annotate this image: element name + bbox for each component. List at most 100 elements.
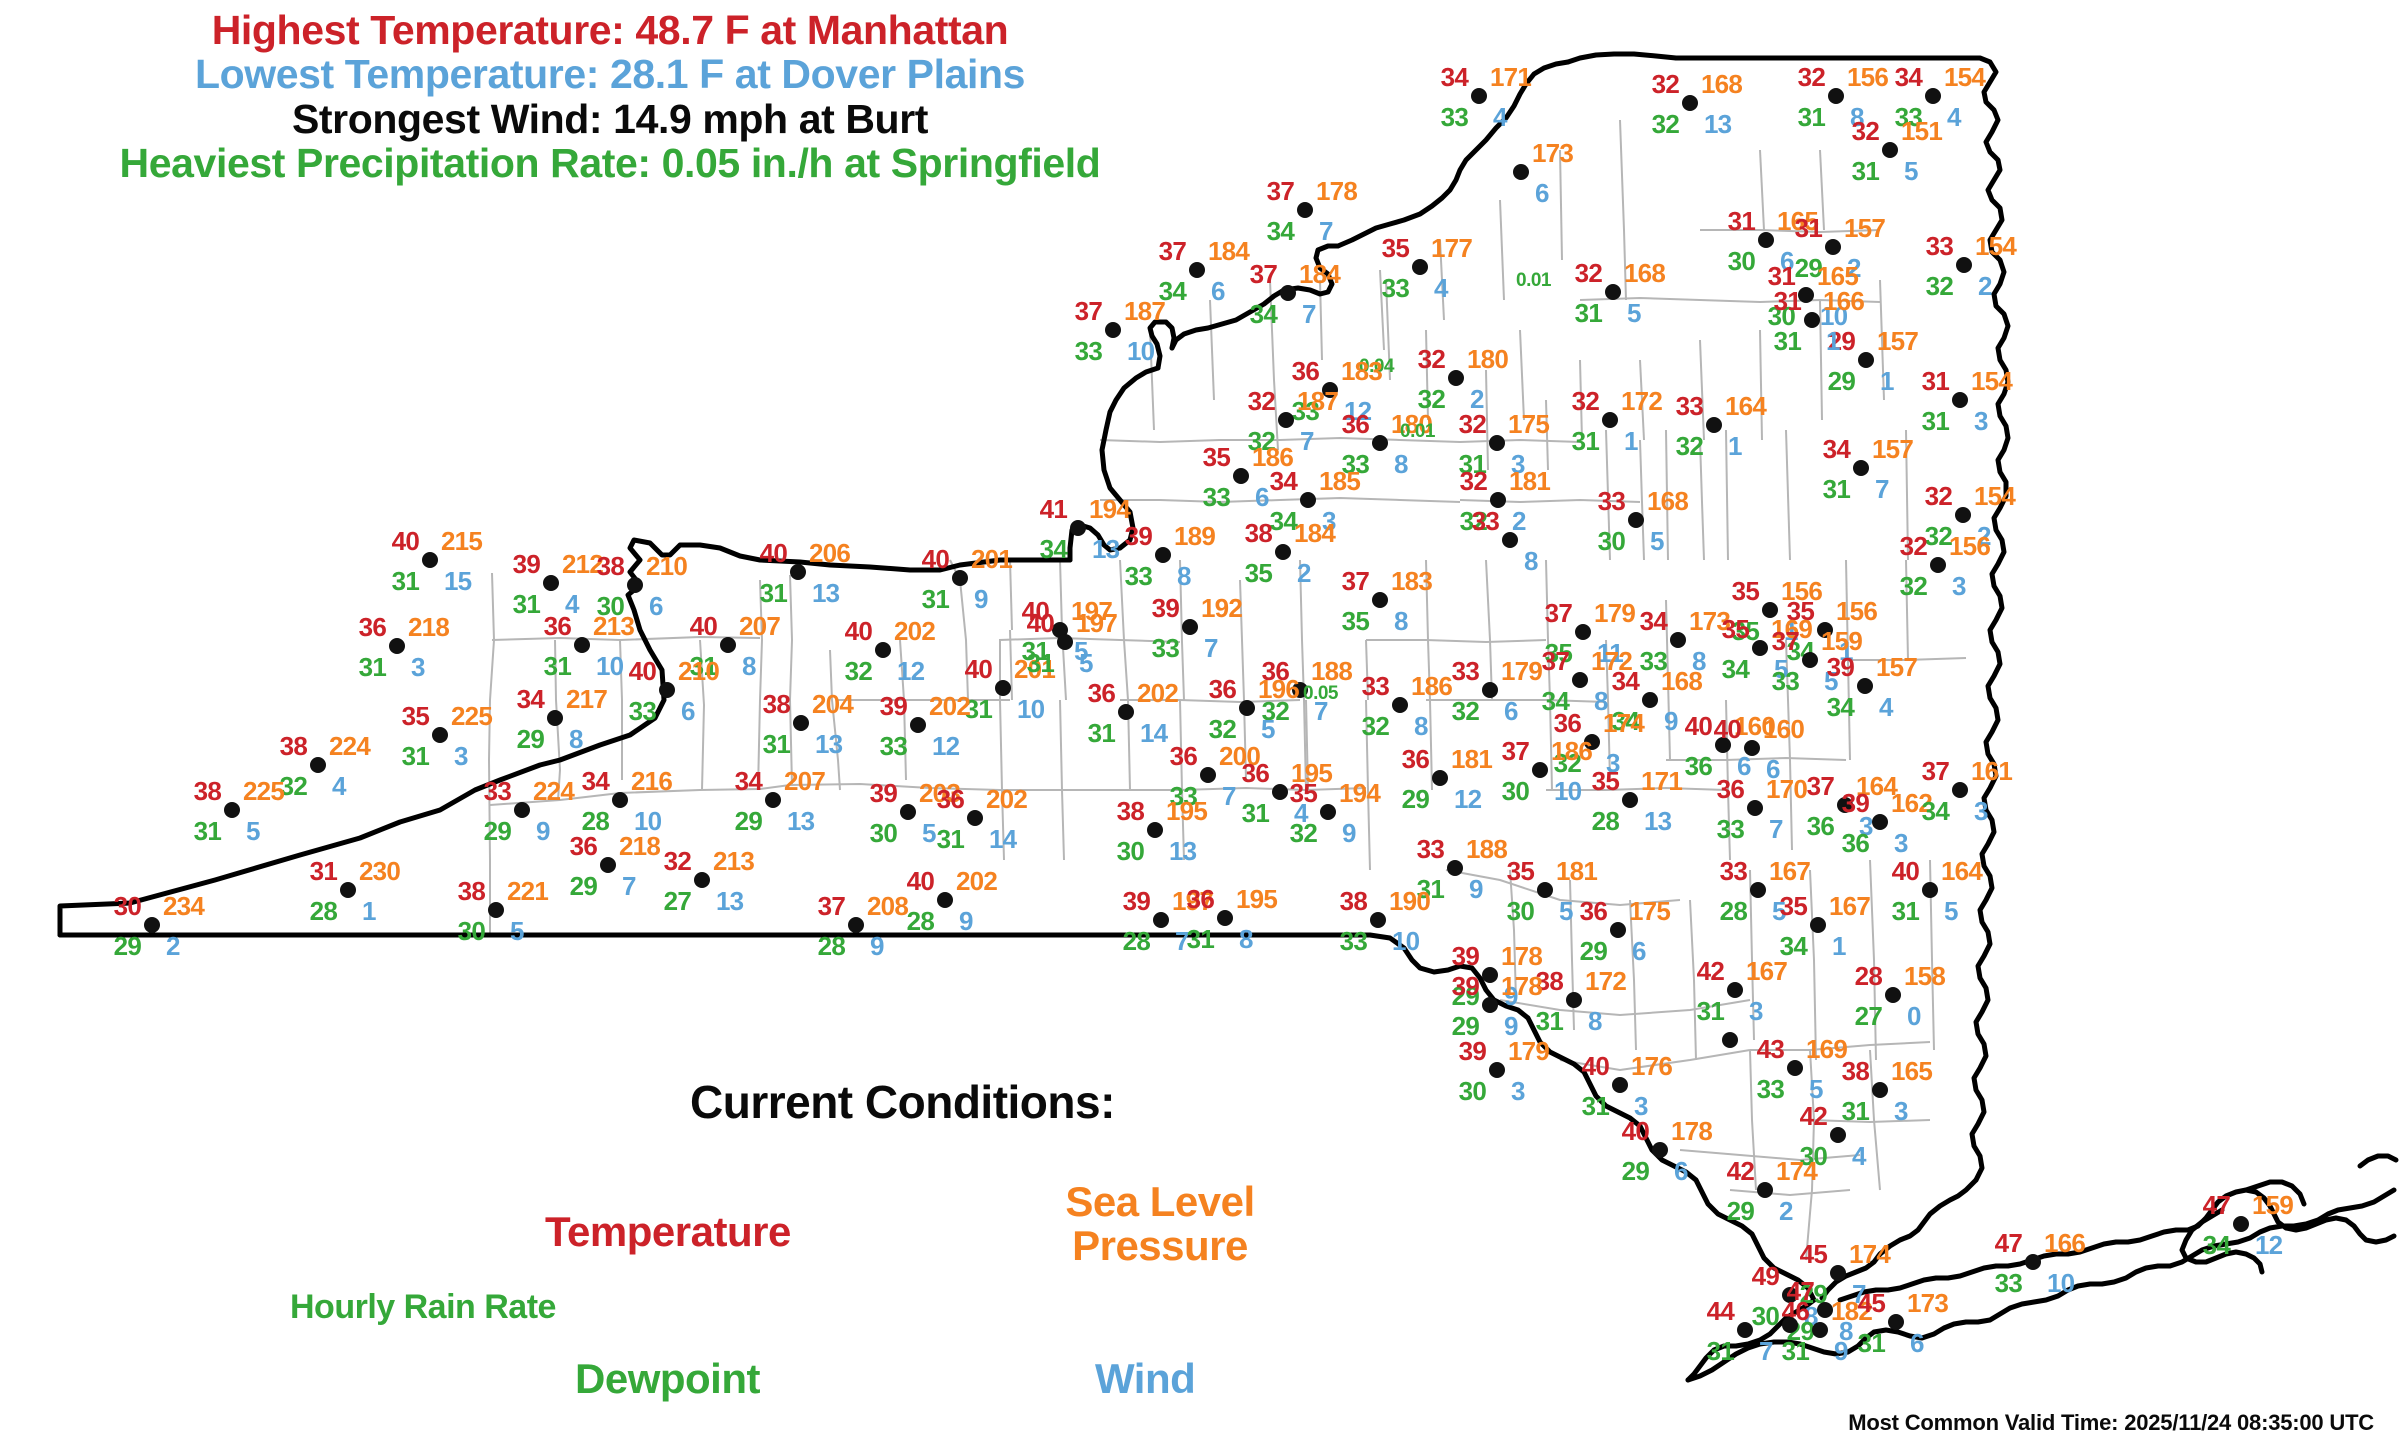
station-temperature: 43 [1756,1034,1785,1064]
station-sea-level-pressure: 168 [1647,486,1689,516]
station-temperature: 34 [516,684,545,714]
station-sea-level-pressure: 230 [359,856,401,886]
station-dewpoint: 34 [1266,216,1295,246]
station-dot-icon [1147,822,1163,838]
station-wind: 1 [1880,366,1894,396]
station-dot-icon [1610,922,1626,938]
station-sea-level-pressure: 186 [1252,442,1294,472]
station-temperature: 40 [689,611,718,641]
station-dewpoint: 30 [1458,1076,1487,1106]
station-sea-level-pressure: 218 [619,831,661,861]
station-dot-icon [1782,1317,1798,1333]
station-wind: 3 [1511,449,1525,479]
station-dewpoint: 31 [1186,924,1215,954]
station-rain-rate: 0.05 [1303,683,1338,704]
station-dewpoint: 31 [759,578,788,608]
station-sea-level-pressure: 174 [1849,1239,1891,1269]
station-temperature: 40 [628,656,657,686]
station-dewpoint: 30 [1767,301,1796,331]
station-sea-level-pressure: 190 [1389,886,1431,916]
station-dot-icon [627,577,643,593]
station-sea-level-pressure: 160 [1763,714,1805,744]
station-dot-icon [1412,259,1428,275]
station-dot-icon [1189,262,1205,278]
station-sea-level-pressure: 178 [1671,1116,1713,1146]
station-sea-level-pressure: 174 [1776,1156,1818,1186]
station-sea-level-pressure: 181 [1509,466,1551,496]
station-wind: 13 [1169,836,1197,866]
station-dewpoint: 29 [516,724,545,754]
station-dewpoint: 32 [1651,109,1680,139]
station-temperature: 35 [1779,891,1808,921]
station-dewpoint: 31 [1797,102,1826,132]
station-sea-level-pressure: 177 [1431,233,1473,263]
station-dewpoint: 34 [1611,706,1640,736]
station-temperature: 36 [1341,409,1370,439]
station-temperature: 34 [1822,434,1851,464]
station-sea-level-pressure: 187 [1297,386,1339,416]
station-dewpoint: 33 [1771,666,1800,696]
station-dot-icon [790,564,806,580]
station-wind: 9 [536,816,550,846]
station-dewpoint: 34 [1158,276,1187,306]
station-dot-icon [1372,592,1388,608]
station-dot-icon [1300,492,1316,508]
station-dewpoint: 31 [936,824,965,854]
station-dot-icon [1297,202,1313,218]
station-dot-icon [1572,672,1588,688]
station-temperature: 49 [1751,1261,1780,1291]
station-temperature: 36 [1553,708,1582,738]
station-temperature: 37 [1249,259,1278,289]
station-dot-icon [1744,740,1760,756]
station-dot-icon [1750,882,1766,898]
station-sea-level-pressure: 172 [1591,646,1633,676]
station-wind: 5 [1809,1074,1823,1104]
station-wind: 5 [1904,156,1918,186]
station-dewpoint: 30 [1506,896,1535,926]
station-temperature: 33 [1925,231,1954,261]
station-dot-icon [1447,860,1463,876]
legend-sea-level-pressure-line1: Sea Level [1065,1178,1255,1225]
station-dewpoint: 33 [1291,396,1320,426]
station-dewpoint: 31 [921,584,950,614]
station-temperature: 37 [1541,646,1570,676]
station-wind: 1 [1728,431,1742,461]
station-dot-icon [1566,992,1582,1008]
station-temperature: 32 [1574,258,1603,288]
station-dewpoint: 34 [1826,692,1855,722]
station-dot-icon [720,637,736,653]
station-sea-level-pressure: 183 [1391,566,1433,596]
station-temperature: 34 [1894,62,1923,92]
station-wind: 7 [1875,474,1889,504]
station-dewpoint: 33 [1339,926,1368,956]
station-sea-level-pressure: 210 [678,656,720,686]
station-dewpoint: 36 [1806,811,1835,841]
heaviest-precipitation-line: Heaviest Precipitation Rate: 0.05 in./h … [119,139,1101,186]
station-temperature: 31 [1727,206,1756,236]
station-wind: 7 [1319,216,1333,246]
station-sea-level-pressure: 186 [1551,736,1593,766]
station-sea-level-pressure: 234 [163,891,205,921]
station-sea-level-pressure: 180 [1391,409,1433,439]
station-wind: 3 [1974,796,1988,826]
station-sea-level-pressure: 188 [1311,656,1353,686]
station-temperature: 33 [1597,486,1626,516]
station-wind: 10 [2047,1268,2075,1298]
station-sea-level-pressure: 202 [894,616,936,646]
station-wind: 6 [1737,751,1751,781]
station-wind: 8 [742,651,756,681]
station-dot-icon [2233,1216,2249,1232]
station-wind: 7 [1204,633,1218,663]
station-dewpoint: 30 [1751,1301,1780,1331]
station-dot-icon [1810,917,1826,933]
station-temperature: 33 [1471,506,1500,536]
station-dewpoint: 30 [1727,246,1756,276]
station-dewpoint: 27 [663,886,692,916]
station-temperature: 35 [1731,576,1760,606]
station-wind: 2 [1977,521,1991,551]
station-dot-icon [310,757,326,773]
station-dewpoint: 32 [1451,696,1480,726]
station-dot-icon [1853,460,1869,476]
station-wind: 5 [1261,714,1275,744]
station-dot-icon [1057,634,1073,650]
